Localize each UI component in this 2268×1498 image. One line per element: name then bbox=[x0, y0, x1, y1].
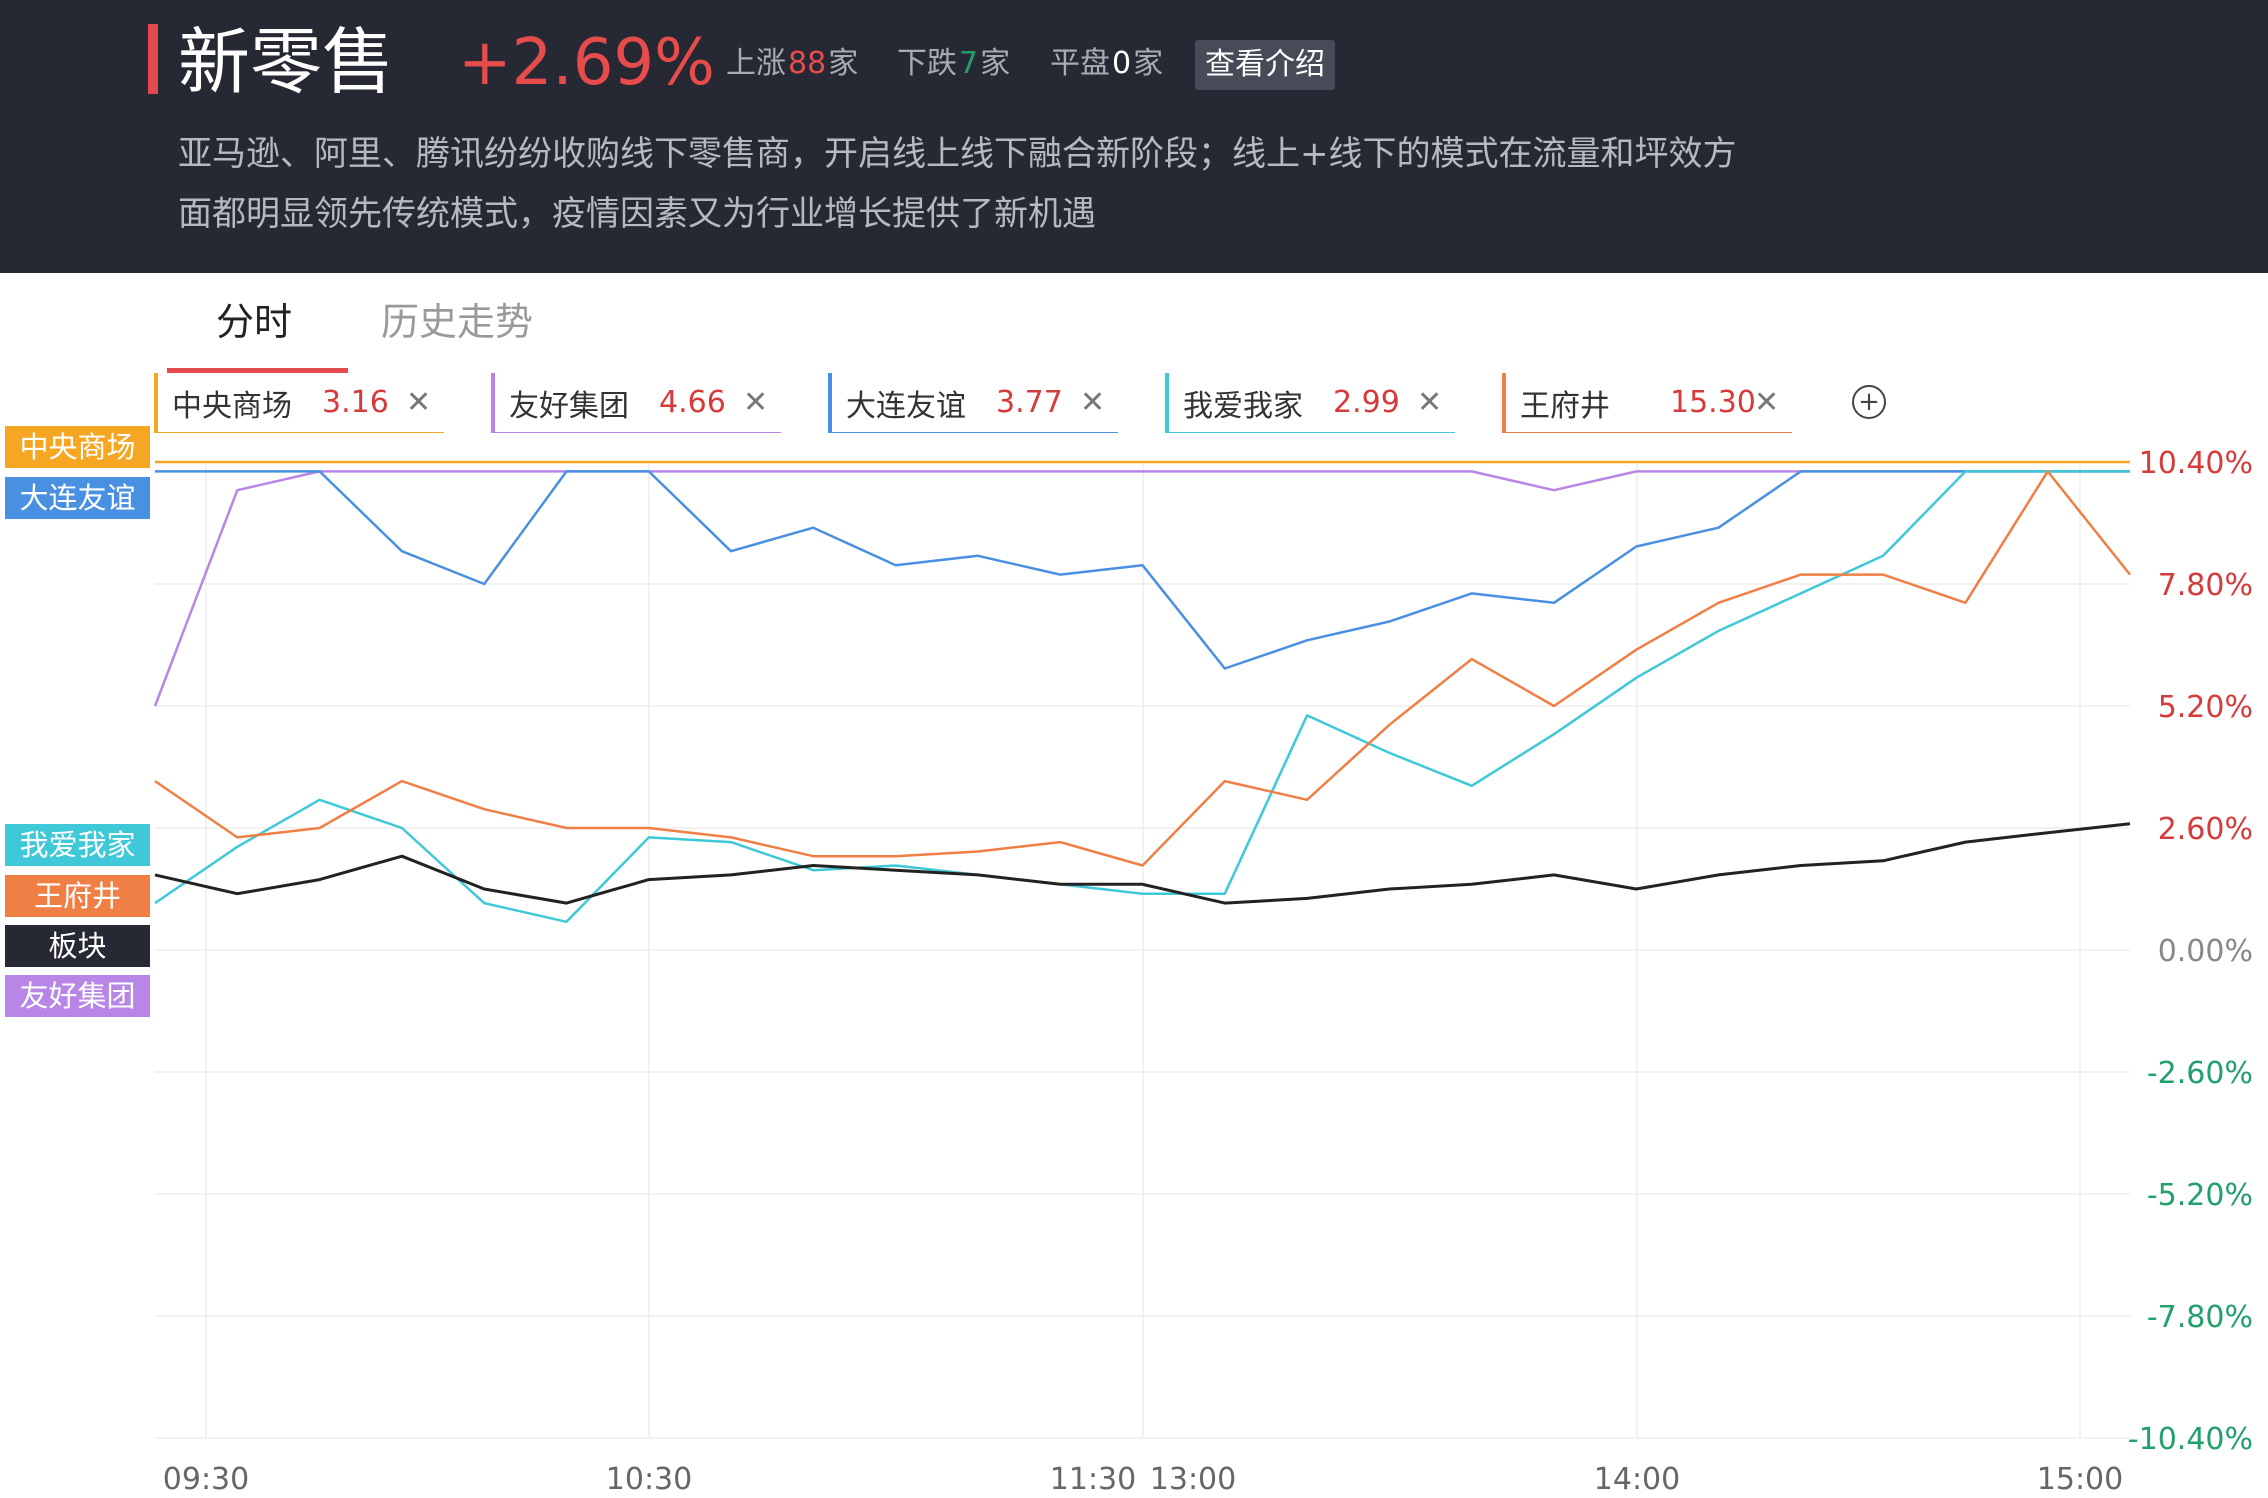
stock-tag-name: 中央商场 bbox=[172, 388, 292, 424]
stock-tag-name: 大连友谊 bbox=[846, 388, 966, 424]
sector-title: 新零售 bbox=[178, 20, 395, 104]
stock-tag-name: 王府井 bbox=[1520, 388, 1610, 424]
tab-intraday[interactable]: 分时 bbox=[216, 300, 293, 344]
stock-tag-wangfujing[interactable]: 王府井 15.30 ✕ bbox=[1502, 373, 1792, 433]
stock-tag-name: 我爱我家 bbox=[1183, 388, 1303, 424]
stock-tag-woai[interactable]: 我爱我家 2.99 ✕ bbox=[1165, 373, 1455, 433]
fall-unit: 家 bbox=[980, 46, 1011, 81]
y-tick-label: 10.40% bbox=[2139, 446, 2253, 481]
sector-header: 新零售 +2.69% 上涨88家 下跌7家 平盘0家 查看介绍 亚马逊、阿里、腾… bbox=[0, 0, 2268, 273]
x-tick-label: 14:00 bbox=[1594, 1462, 1680, 1497]
x-tick-label: 09:30 bbox=[163, 1462, 249, 1497]
close-icon[interactable]: ✕ bbox=[406, 385, 432, 420]
flat-unit: 家 bbox=[1133, 46, 1164, 81]
view-intro-button[interactable]: 查看介绍 bbox=[1195, 40, 1335, 90]
fall-label: 下跌 bbox=[897, 46, 957, 81]
x-tick-label: 15:00 bbox=[2037, 1462, 2123, 1497]
close-icon[interactable]: ✕ bbox=[1080, 385, 1106, 420]
legend-wangfujing: 王府井 bbox=[5, 875, 150, 917]
stock-tag-dalian[interactable]: 大连友谊 3.77 ✕ bbox=[828, 373, 1118, 433]
active-tab-underline bbox=[167, 368, 348, 373]
fall-stat: 下跌7家 bbox=[897, 42, 1010, 86]
stock-tag-price: 15.30 bbox=[1670, 385, 1756, 420]
stock-tag-price: 4.66 bbox=[659, 385, 726, 420]
y-tick-label: 0.00% bbox=[2158, 934, 2253, 969]
sector-change-percent: +2.69% bbox=[458, 26, 715, 100]
fall-count: 7 bbox=[959, 46, 979, 81]
stock-tag-zhongyang[interactable]: 中央商场 3.16 ✕ bbox=[154, 373, 444, 433]
y-tick-label: -10.40% bbox=[2128, 1422, 2253, 1457]
legend-woai: 我爱我家 bbox=[5, 824, 150, 866]
y-tick-label: 2.60% bbox=[2158, 812, 2253, 847]
rise-count: 88 bbox=[788, 46, 827, 81]
flat-label: 平盘 bbox=[1050, 46, 1110, 81]
y-tick-label: 5.20% bbox=[2158, 690, 2253, 725]
stock-tag-price: 3.77 bbox=[996, 385, 1063, 420]
legend-youhao: 友好集团 bbox=[5, 975, 150, 1017]
stock-tag-name: 友好集团 bbox=[509, 388, 629, 424]
rise-unit: 家 bbox=[828, 46, 859, 81]
close-icon[interactable]: ✕ bbox=[1417, 385, 1443, 420]
sector-description: 亚马逊、阿里、腾讯纷纷收购线下零售商，开启线上线下融合新阶段；线上+线下的模式在… bbox=[178, 134, 1737, 234]
tab-history[interactable]: 历史走势 bbox=[381, 300, 534, 344]
title-accent-bar bbox=[148, 24, 158, 94]
flat-count: 0 bbox=[1112, 46, 1132, 81]
y-tick-label: -5.20% bbox=[2147, 1178, 2253, 1213]
x-tick-label: 11:30 bbox=[1050, 1462, 1136, 1497]
rise-label: 上涨 bbox=[726, 46, 786, 81]
legend-bankuai: 板块 bbox=[5, 925, 150, 967]
stock-tag-youhao[interactable]: 友好集团 4.66 ✕ bbox=[491, 373, 781, 433]
close-icon[interactable]: ✕ bbox=[1754, 385, 1780, 420]
x-tick-label: 13:00 bbox=[1150, 1462, 1236, 1497]
close-icon[interactable]: ✕ bbox=[743, 385, 769, 420]
y-tick-label: 7.80% bbox=[2158, 568, 2253, 603]
legend-dalian: 大连友谊 bbox=[5, 477, 150, 519]
plus-circle-icon[interactable]: + bbox=[1852, 385, 1886, 419]
stock-tag-price: 3.16 bbox=[322, 385, 389, 420]
stock-tag-price: 2.99 bbox=[1333, 385, 1400, 420]
y-tick-label: -2.60% bbox=[2147, 1056, 2253, 1091]
legend-zhongyang: 中央商场 bbox=[5, 426, 150, 468]
x-tick-label: 10:30 bbox=[606, 1462, 692, 1497]
rise-stat: 上涨88家 bbox=[726, 42, 858, 86]
y-tick-label: -7.80% bbox=[2147, 1300, 2253, 1335]
flat-stat: 平盘0家 bbox=[1050, 42, 1163, 86]
